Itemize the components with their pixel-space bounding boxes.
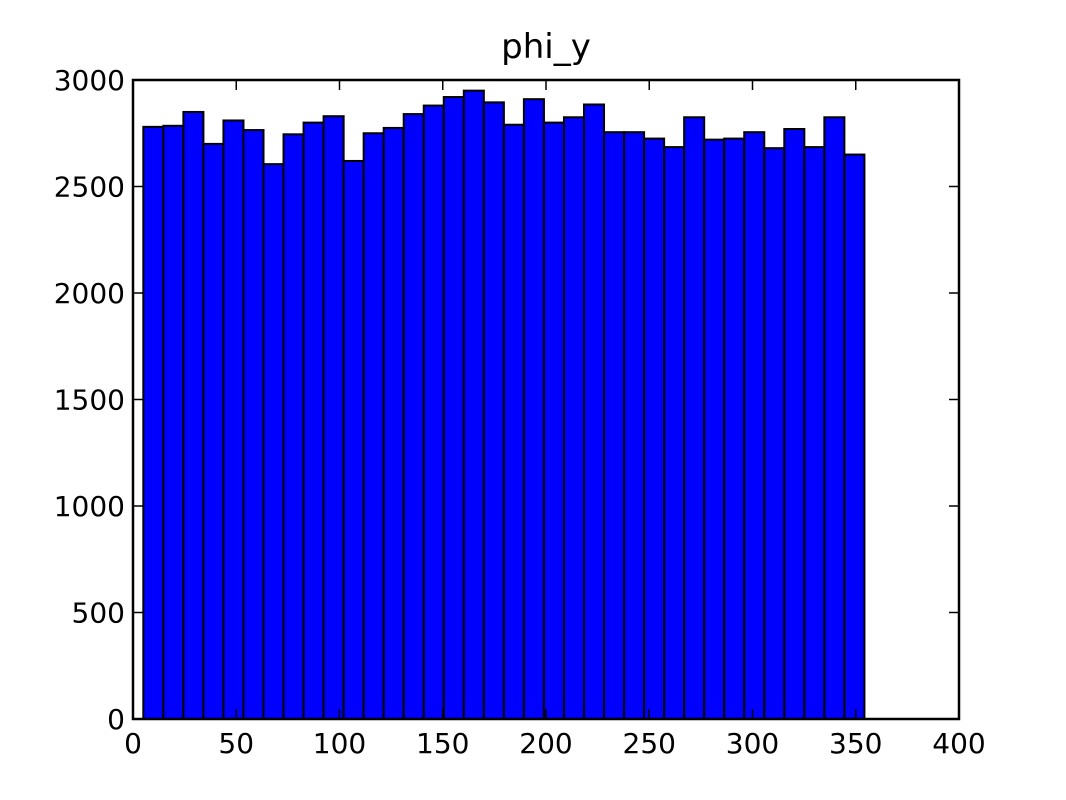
histogram-bar	[322, 115, 345, 720]
histogram-bar	[502, 123, 525, 721]
x-tick-label: 100	[313, 727, 366, 760]
histogram-bar	[643, 137, 666, 720]
histogram-bar	[603, 131, 626, 720]
histogram-bar	[562, 116, 585, 720]
histogram-bar	[522, 98, 545, 721]
histogram-bar	[382, 126, 405, 721]
histogram-bar	[242, 129, 265, 720]
histogram-bar	[683, 116, 706, 720]
histogram-bar	[743, 131, 766, 720]
histogram-bar	[763, 147, 786, 721]
histogram-bar	[623, 131, 646, 720]
histogram-bar	[302, 121, 325, 721]
histogram-bar	[442, 96, 465, 721]
histogram-bar	[162, 124, 185, 721]
y-tick-label: 1500	[54, 384, 125, 417]
x-tick-label: 350	[829, 727, 882, 760]
y-tick-label: 3000	[54, 64, 125, 97]
histogram-bar	[282, 133, 305, 720]
histogram-bar	[422, 104, 445, 720]
x-tick-label: 200	[519, 727, 572, 760]
y-tick-label: 2000	[54, 277, 125, 310]
histogram-bar	[342, 159, 365, 720]
histogram-bar	[462, 89, 485, 720]
x-tick-label: 250	[623, 727, 676, 760]
histogram-bar	[202, 142, 225, 720]
x-tick-label: 300	[726, 727, 779, 760]
x-tick-label: 150	[416, 727, 469, 760]
y-tick-label: 0	[107, 703, 125, 736]
x-tick-label: 50	[218, 727, 254, 760]
histogram-bar	[582, 103, 606, 721]
x-tick-label: 400	[932, 727, 985, 760]
histogram-bar	[843, 153, 866, 721]
histogram-bar	[723, 137, 746, 720]
y-tick-label: 1000	[54, 490, 125, 523]
histogram-bar	[482, 101, 505, 721]
histogram-bar	[402, 113, 425, 720]
histogram-bar	[142, 125, 165, 721]
histogram-bar	[783, 127, 806, 721]
histogram-bar	[542, 121, 565, 721]
histogram-bar	[803, 146, 826, 721]
histogram-bar	[222, 119, 245, 721]
chart-title: phi_y	[501, 27, 591, 67]
histogram-bar	[182, 110, 205, 720]
x-tick-label: 0	[124, 727, 142, 760]
histogram-bar	[663, 146, 686, 721]
bars-group	[142, 89, 866, 721]
histogram-bar	[823, 116, 846, 720]
histogram-bar	[262, 163, 285, 720]
histogram-bar	[362, 132, 385, 720]
y-tick-label: 500	[72, 597, 125, 630]
ticks-group: 0 50 100 150 200 250 300 350 400 0 500 1000 1500 2000…	[54, 64, 986, 760]
histogram-bar	[703, 138, 726, 720]
y-tick-label: 2500	[54, 171, 125, 204]
plot-frame	[131, 78, 961, 721]
